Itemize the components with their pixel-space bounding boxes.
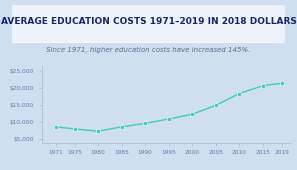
Point (213, 104, 218, 107)
Point (279, 82, 284, 85)
Point (260, 84, 265, 87)
Point (166, 118, 171, 120)
FancyBboxPatch shape (1, 6, 296, 42)
Point (72, 128, 77, 130)
Text: AVERAGE EDUCATION COSTS 1971–2019 IN 2018 DOLLARS: AVERAGE EDUCATION COSTS 1971–2019 IN 201… (1, 18, 296, 26)
Point (53, 125, 58, 128)
Point (190, 113, 195, 116)
Point (119, 125, 124, 128)
Point (237, 92, 242, 95)
Text: Since 1971, higher education costs have increased 145%.: Since 1971, higher education costs have … (46, 47, 251, 53)
Point (96, 130, 100, 133)
Point (143, 122, 148, 125)
